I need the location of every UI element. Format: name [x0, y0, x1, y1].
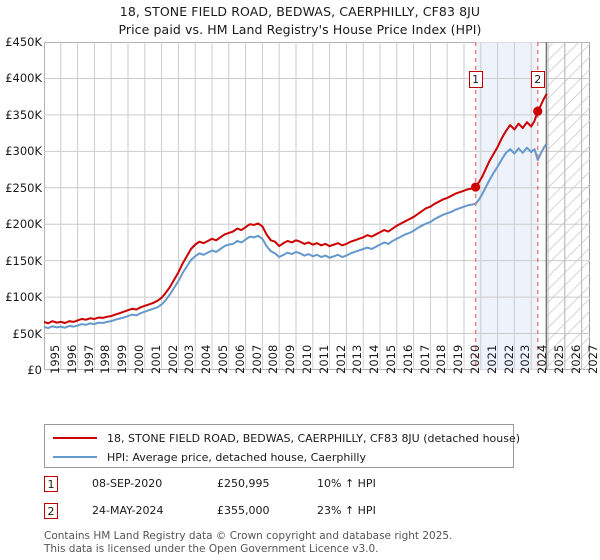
x-tick-23: 2018 — [434, 344, 449, 374]
y-tick-6: £300K — [5, 144, 42, 159]
y-tick-8: £400K — [5, 71, 42, 86]
sale-date-1: 08-SEP-2020 — [92, 477, 163, 490]
x-tick-7: 2002 — [165, 344, 180, 374]
chart-svg — [44, 42, 590, 370]
page-title-line2: Price paid vs. HM Land Registry's House … — [118, 22, 482, 37]
x-tick-28: 2023 — [518, 344, 533, 374]
x-tick-3: 1998 — [98, 344, 113, 374]
x-tick-24: 2019 — [451, 344, 466, 374]
x-tick-21: 2016 — [400, 344, 415, 374]
legend-swatch-hpi — [53, 456, 97, 458]
x-tick-32: 2027 — [585, 344, 600, 374]
chart-legend: 18, STONE FIELD ROAD, BEDWAS, CAERPHILLY… — [44, 424, 520, 468]
legend-label-property: 18, STONE FIELD ROAD, BEDWAS, CAERPHILLY… — [107, 431, 521, 445]
x-tick-26: 2021 — [484, 344, 499, 374]
page-title-line1: 18, STONE FIELD ROAD, BEDWAS, CAERPHILLY… — [119, 4, 481, 19]
x-tick-16: 2011 — [316, 344, 331, 374]
x-tick-4: 1999 — [115, 344, 130, 374]
chart-marker-1[interactable]: 1 — [468, 71, 483, 88]
x-tick-2: 1997 — [81, 344, 96, 374]
x-tick-9: 2004 — [199, 344, 214, 374]
footer-copyright: Contains HM Land Registry data © Crown c… — [44, 530, 453, 542]
x-tick-0: 1995 — [48, 344, 62, 374]
chart-marker-2[interactable]: 2 — [530, 71, 545, 88]
sale-badge-1: 1 — [44, 476, 58, 492]
x-tick-27: 2022 — [501, 344, 516, 374]
y-tick-4: £200K — [5, 217, 42, 232]
y-tick-5: £250K — [5, 180, 42, 195]
x-tick-31: 2026 — [568, 344, 583, 374]
legend-swatch-property — [53, 437, 97, 439]
x-tick-5: 2000 — [132, 344, 146, 374]
x-tick-20: 2015 — [384, 344, 398, 374]
x-tick-29: 2024 — [535, 344, 550, 374]
footer-licence: This data is licensed under the Open Gov… — [44, 543, 379, 555]
x-tick-1: 1996 — [64, 344, 79, 374]
x-tick-13: 2008 — [266, 344, 281, 374]
sale-delta-1: 10% ↑ HPI — [317, 477, 376, 490]
sale-price-2: £355,000 — [217, 504, 270, 517]
sale-date-2: 24-MAY-2024 — [92, 504, 164, 517]
x-tick-30: 2025 — [552, 344, 566, 374]
sale-badge-2: 2 — [44, 503, 58, 519]
x-tick-15: 2010 — [300, 344, 314, 374]
sale-price-1: £250,995 — [217, 477, 270, 490]
legend-label-hpi: HPI: Average price, detached house, Caer… — [107, 450, 366, 464]
y-tick-0: £0 — [27, 363, 42, 377]
x-tick-19: 2014 — [367, 344, 382, 374]
x-tick-8: 2003 — [182, 344, 197, 374]
chart-plot-area[interactable] — [44, 42, 590, 370]
legend-entry-hpi: HPI: Average price, detached house, Caer… — [45, 446, 366, 468]
sale-delta-2: 23% ↑ HPI — [317, 504, 376, 517]
y-tick-2: £100K — [5, 290, 42, 305]
x-tick-18: 2013 — [350, 344, 365, 374]
y-tick-7: £350K — [5, 107, 42, 122]
x-tick-11: 2006 — [232, 344, 247, 374]
y-tick-9: £450K — [5, 35, 42, 49]
y-tick-1: £50K — [12, 326, 43, 341]
x-tick-12: 2007 — [249, 344, 264, 374]
legend-entry-property: 18, STONE FIELD ROAD, BEDWAS, CAERPHILLY… — [45, 427, 520, 449]
x-tick-17: 2012 — [333, 344, 348, 374]
y-axis-tick-labels: £0 £50K £100K £150K £200K £250K £300K £350K £400… — [0, 0, 42, 560]
x-tick-22: 2017 — [417, 344, 432, 374]
x-tick-6: 2001 — [148, 344, 163, 374]
x-tick-25: 2020 — [468, 344, 482, 374]
x-tick-10: 2005 — [216, 344, 230, 374]
x-tick-14: 2009 — [283, 344, 298, 374]
y-tick-3: £150K — [5, 253, 42, 268]
